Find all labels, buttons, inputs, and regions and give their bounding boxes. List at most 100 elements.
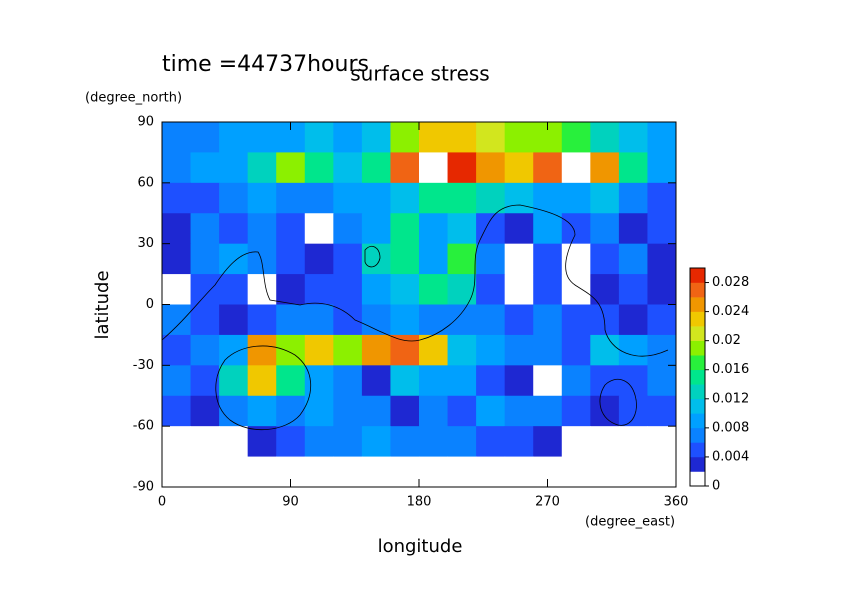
cell: [247, 243, 277, 275]
cell: [162, 152, 192, 184]
cell: [190, 304, 220, 336]
cell: [333, 213, 363, 245]
cell: [162, 304, 192, 336]
cell: [647, 152, 677, 184]
cell: [333, 182, 363, 214]
cell: [647, 334, 677, 366]
cell: [618, 243, 648, 275]
cell: [419, 243, 449, 275]
cell: [247, 395, 277, 427]
y-tick-label: -60: [133, 419, 154, 434]
cell: [647, 182, 677, 214]
colorbar-swatch: [690, 398, 705, 414]
colorbar-tick-label: 0.02: [712, 333, 741, 348]
x-tick-label: 90: [282, 495, 299, 510]
cell: [276, 182, 306, 214]
colorbar-tick-label: 0.004: [712, 449, 749, 464]
cell: [247, 304, 277, 336]
cell: [504, 304, 534, 336]
cell: [618, 426, 648, 458]
y-units: (degree_north): [85, 91, 182, 106]
cell: [219, 182, 249, 214]
cell: [476, 365, 506, 397]
cell: [276, 304, 306, 336]
cell: [190, 152, 220, 184]
cell: [476, 122, 506, 153]
cell: [647, 426, 677, 458]
cell: [219, 365, 249, 397]
cell: [390, 365, 420, 397]
cell: [590, 334, 620, 366]
cell: [618, 274, 648, 305]
cell: [390, 426, 420, 458]
cell: [333, 426, 363, 458]
cell: [447, 243, 477, 275]
cell: [247, 274, 277, 305]
cell: [504, 395, 534, 427]
colorbar-swatch: [690, 442, 705, 458]
cell: [162, 274, 192, 305]
colorbar-swatch: [690, 355, 705, 371]
cell: [647, 243, 677, 275]
cell: [304, 304, 334, 336]
cell: [276, 334, 306, 366]
cell: [561, 122, 591, 153]
cell: [476, 274, 506, 305]
cell: [533, 182, 563, 214]
cell: [447, 456, 477, 488]
cell: [190, 334, 220, 366]
y-axis-label: latitude: [92, 270, 113, 339]
cell: [247, 122, 277, 153]
cell: [590, 395, 620, 427]
colorbar-tick-label: 0.028: [712, 275, 749, 290]
cell: [276, 365, 306, 397]
cell: [361, 182, 391, 214]
colorbar-swatch: [690, 427, 705, 443]
cell: [190, 426, 220, 458]
coastline: [215, 345, 312, 431]
cell: [561, 426, 591, 458]
cell: [361, 243, 391, 275]
colorbar-swatch: [690, 413, 705, 429]
colorbar-tick-label: 0.012: [712, 391, 749, 406]
cell: [647, 122, 677, 153]
colorbar-swatch: [690, 340, 705, 356]
y-tick-label: -30: [133, 358, 154, 373]
subtitle: time =44737hours: [162, 52, 369, 77]
cell: [590, 122, 620, 153]
cell: [647, 274, 677, 305]
cell: [333, 122, 363, 153]
cell: [561, 213, 591, 245]
cell: [162, 213, 192, 245]
cell: [333, 274, 363, 305]
cell: [533, 243, 563, 275]
cell: [447, 152, 477, 184]
colorbar-tick-label: 0.016: [712, 362, 749, 377]
cell: [219, 152, 249, 184]
cell: [304, 182, 334, 214]
cell: [333, 243, 363, 275]
cell: [219, 334, 249, 366]
cell: [190, 274, 220, 305]
cell: [304, 456, 334, 488]
cell: [618, 182, 648, 214]
cell: [304, 213, 334, 245]
cell: [561, 304, 591, 336]
cell: [276, 395, 306, 427]
cell: [390, 304, 420, 336]
cell: [618, 304, 648, 336]
cell: [561, 395, 591, 427]
cell: [361, 456, 391, 488]
cell: [247, 213, 277, 245]
cell: [276, 213, 306, 245]
cell: [190, 365, 220, 397]
cell: [276, 426, 306, 458]
cell: [618, 122, 648, 153]
cell: [247, 365, 277, 397]
cell: [333, 152, 363, 184]
colorbar-swatch: [690, 268, 705, 283]
y-tick-label: 90: [137, 115, 154, 130]
cell: [390, 395, 420, 427]
cell: [419, 274, 449, 305]
